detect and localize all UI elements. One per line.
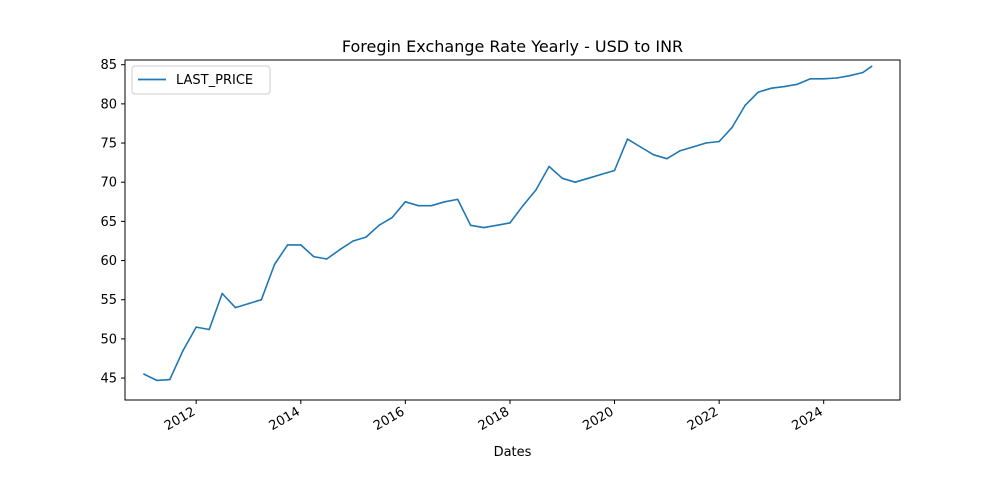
data-point [430,204,433,207]
data-point [639,146,642,148]
data-point [247,302,250,305]
data-point [509,222,511,224]
data-point [848,74,851,77]
data-point [469,224,472,227]
y-tick-label: 45 [100,372,117,387]
legend-box [131,65,271,95]
y-tick-label: 75 [100,137,117,152]
data-point [705,142,707,144]
data-point [731,126,733,129]
data-point [195,326,197,328]
data-point [182,349,184,352]
data-point [234,306,237,309]
y-tick-label: 50 [100,332,117,347]
data-point [561,177,564,180]
data-point [757,91,760,93]
data-point [822,78,825,80]
y-tick-label: 65 [100,215,117,230]
legend-label: LAST_PRICE [176,73,253,88]
data-point [286,244,289,246]
data-point [169,378,171,381]
data-point [325,258,328,260]
plot-area: 2012 2014 2016 2018 2020 2022 2024 45505560657… [100,58,901,434]
data-point [626,138,629,140]
data-point [417,204,420,207]
y-tick-label: 80 [100,97,117,112]
data-point [522,204,524,207]
data-point [535,189,537,191]
data-point [404,201,407,203]
data-point [339,248,341,251]
data-point [613,169,616,172]
data-point [652,154,655,156]
data-point [574,181,576,183]
data-point [870,65,873,68]
data-point [443,201,446,203]
data-point [666,157,668,160]
data-point [783,85,786,88]
data-point [679,150,681,152]
data-point [391,216,394,219]
y-tick-label: 70 [100,176,117,191]
data-point [770,87,773,89]
data-point [260,298,263,301]
data-point [862,71,864,74]
y-tick-label: 55 [100,293,117,308]
data-point [312,255,315,258]
chart-title: Foregin Exchange Rate Yearly - USD to IN… [342,37,683,56]
data-point [156,379,158,382]
data-point [809,78,812,80]
series-group [143,65,873,382]
data-point [208,328,210,331]
data-point [587,177,589,180]
data-point [718,140,720,143]
x-axis-label: Dates [494,445,532,460]
plot-frame [124,59,901,401]
data-point [365,236,367,238]
data-point [482,226,485,229]
data-point [835,77,838,79]
data-point [300,244,302,246]
data-point [548,165,550,168]
data-point [221,292,223,295]
data-point [456,198,459,201]
y-tick-label: 60 [100,254,117,269]
data-point [692,146,694,148]
data-point [744,104,746,107]
y-axis: 45 50 55 60 65 70 75 80 85 [100,58,125,387]
data-point [352,240,354,242]
data-point [273,263,276,266]
y-tick-label: 85 [100,58,117,73]
data-point [143,373,145,375]
legend: LAST_PRICE [131,65,271,95]
data-point [600,173,603,176]
data-point [496,224,498,227]
data-point [378,224,380,227]
data-point [796,83,799,86]
